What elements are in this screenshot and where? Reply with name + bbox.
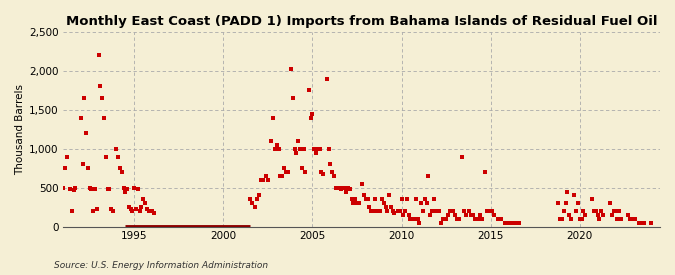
Text: Source: U.S. Energy Information Administration: Source: U.S. Energy Information Administ… <box>54 260 268 270</box>
Title: Monthly East Coast (PADD 1) Imports from Bahama Islands of Residual Fuel Oil: Monthly East Coast (PADD 1) Imports from… <box>65 15 657 28</box>
Y-axis label: Thousand Barrels: Thousand Barrels <box>15 84 25 175</box>
